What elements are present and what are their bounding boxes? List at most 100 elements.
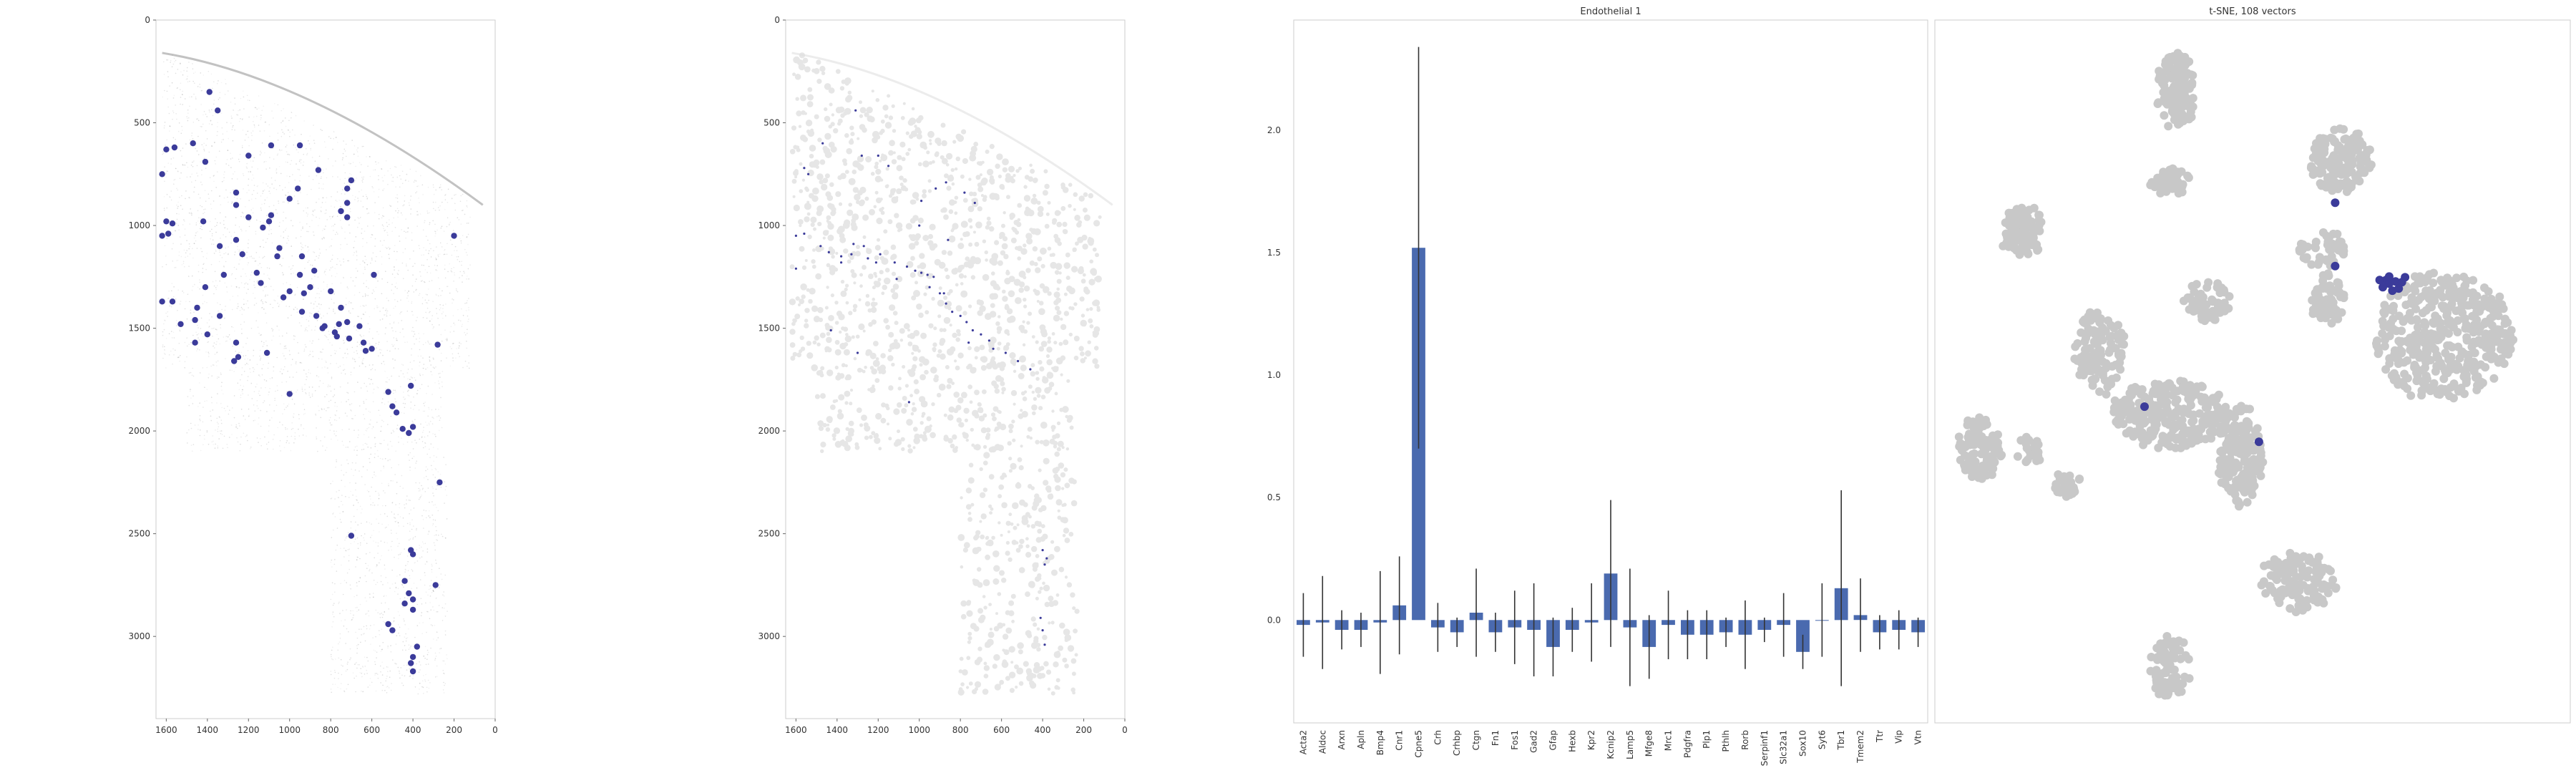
tissue-speck xyxy=(967,517,972,522)
tissue-speck xyxy=(339,637,341,639)
tissue-speck xyxy=(175,222,177,224)
tissue-speck xyxy=(880,128,885,134)
tissue-speck xyxy=(182,94,183,95)
tissue-speck xyxy=(404,376,405,378)
tissue-speck xyxy=(205,222,208,223)
tissue-speck xyxy=(338,417,341,419)
tissue-speck xyxy=(332,396,334,397)
tissue-speck xyxy=(437,510,439,512)
tissue-speck xyxy=(435,258,437,260)
tissue-speck xyxy=(330,267,332,269)
tissue-speck xyxy=(186,78,188,79)
tissue-speck xyxy=(1018,465,1024,471)
tissue-speck xyxy=(175,167,177,170)
tissue-speck xyxy=(233,330,235,332)
tissue-speck xyxy=(313,125,314,126)
tissue-speck xyxy=(424,442,426,444)
tissue-speck xyxy=(449,239,452,241)
tissue-speck xyxy=(332,658,334,661)
tissue-speck xyxy=(397,273,399,276)
tissue-speck xyxy=(301,229,302,231)
tissue-speck xyxy=(260,425,262,427)
tissue-speck xyxy=(878,447,882,451)
tissue-speck xyxy=(996,346,1000,351)
tissue-speck xyxy=(1045,354,1050,359)
tissue-speck xyxy=(321,202,323,203)
tissue-speck xyxy=(280,122,282,124)
tissue-speck xyxy=(371,186,373,188)
tissue-speck xyxy=(230,285,233,287)
tissue-speck xyxy=(267,367,269,369)
tissue-speck xyxy=(376,163,377,165)
tissue-speck xyxy=(401,649,404,651)
tissue-speck xyxy=(378,162,379,164)
tissue-speck xyxy=(277,389,278,392)
tissue-speck xyxy=(362,178,364,180)
tissue-speck xyxy=(373,389,375,390)
tissue-speck xyxy=(440,648,442,649)
tissue-speck xyxy=(216,225,218,226)
tissue-speck xyxy=(414,562,416,563)
tissue-speck xyxy=(216,82,218,84)
tissue-speck xyxy=(1047,687,1051,691)
tissue-speck xyxy=(280,110,283,112)
tissue-speck xyxy=(419,489,421,490)
tissue-speck xyxy=(381,648,383,651)
tissue-speck xyxy=(285,195,287,196)
tissue-speck xyxy=(376,307,378,308)
tissue-speck xyxy=(360,336,362,337)
tissue-speck xyxy=(378,334,379,335)
tissue-speck xyxy=(217,122,218,124)
tissue-speck xyxy=(426,551,429,553)
tissue-speck xyxy=(241,308,243,310)
tissue-speck xyxy=(243,90,244,92)
data-point xyxy=(169,220,176,227)
tissue-speck xyxy=(1065,447,1070,451)
tissue-speck xyxy=(789,329,796,335)
tissue-speck xyxy=(310,372,311,374)
tissue-speck xyxy=(270,286,272,288)
tissue-speck xyxy=(284,346,286,347)
tissue-speck xyxy=(197,193,200,195)
tissue-speck xyxy=(431,374,433,376)
tissue-speck xyxy=(426,210,428,212)
tissue-speck xyxy=(393,392,394,394)
tissue-speck xyxy=(1098,215,1102,219)
tissue-speck xyxy=(381,602,382,604)
tissue-speck xyxy=(230,101,232,103)
tissue-speck xyxy=(919,262,927,270)
tissue-speck xyxy=(806,341,811,346)
tissue-speck xyxy=(466,278,467,280)
tissue-speck xyxy=(301,244,303,245)
tissue-speck xyxy=(265,301,266,303)
tissue-speck xyxy=(354,414,356,417)
tissue-speck xyxy=(383,490,384,492)
tissue-speck xyxy=(452,243,453,245)
tissue-speck xyxy=(318,248,321,250)
tissue-speck xyxy=(899,328,905,334)
tissue-speck xyxy=(1095,276,1102,283)
tissue-speck xyxy=(318,188,320,189)
tissue-speck xyxy=(432,505,434,506)
tissue-speck xyxy=(433,542,435,544)
tissue-speck xyxy=(215,329,217,330)
tissue-speck xyxy=(414,467,416,469)
tissue-speck xyxy=(327,367,328,369)
tissue-speck xyxy=(404,230,405,233)
tissue-speck xyxy=(1078,266,1084,271)
tissue-speck xyxy=(192,63,193,64)
tissue-speck xyxy=(189,105,190,107)
tissue-speck xyxy=(215,287,217,288)
tissue-speck xyxy=(396,533,397,534)
tissue-speck xyxy=(346,349,348,350)
tissue-speck xyxy=(398,210,399,212)
tissue-speck xyxy=(428,510,430,512)
tissue-speck xyxy=(361,666,364,667)
tissue-speck xyxy=(852,308,857,312)
tissue-speck xyxy=(286,407,287,408)
tissue-speck xyxy=(371,523,372,525)
tissue-speck xyxy=(934,258,941,266)
tissue-speck xyxy=(391,502,394,503)
tissue-speck xyxy=(190,341,192,344)
tissue-speck xyxy=(334,498,336,500)
